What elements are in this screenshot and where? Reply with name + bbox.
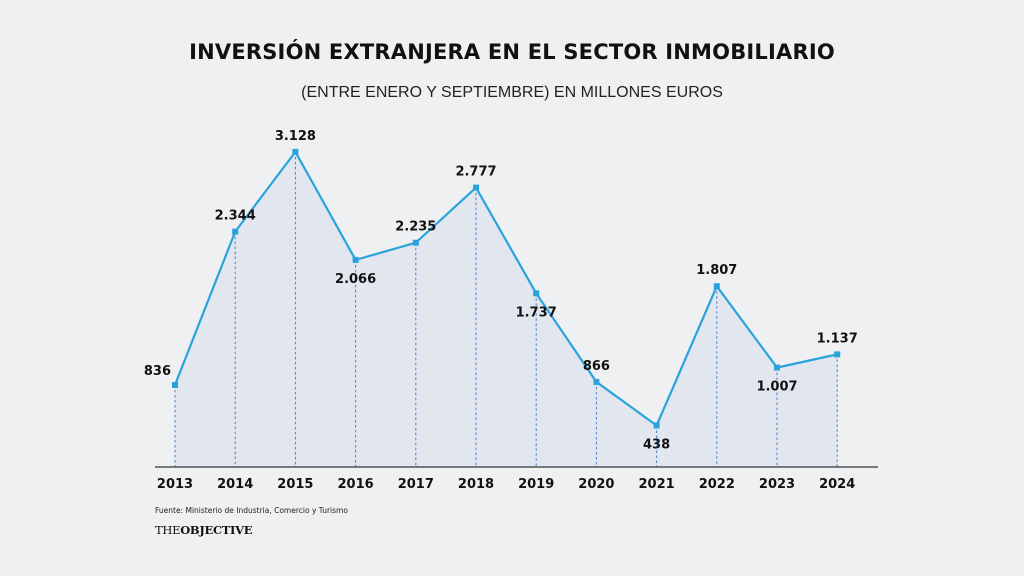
data-point-2017: [412, 239, 419, 246]
data-point-2024: [834, 351, 841, 358]
series-line: [173, 149, 838, 428]
x-tick-label-2016: 2016: [338, 477, 374, 492]
data-label-2017: 2.235: [395, 220, 436, 235]
x-tick-label-2024: 2024: [819, 477, 855, 492]
x-tick-label-2015: 2015: [277, 477, 313, 492]
source-note: Fuente: Ministerio de Industria, Comerci…: [155, 506, 348, 515]
data-label-2018: 2.777: [455, 165, 496, 180]
x-tick-label-2019: 2019: [518, 477, 554, 492]
x-tick-label-2022: 2022: [699, 477, 735, 492]
chart-subtitle: (ENTRE ENERO Y SEPTIEMBRE) EN MILLONES E…: [301, 84, 723, 101]
data-point-2019: [533, 290, 540, 297]
markers: [172, 148, 841, 429]
data-label-2014: 2.344: [215, 209, 256, 224]
data-point-2020: [593, 378, 600, 385]
brand-main: OBJECTIVE: [180, 523, 253, 537]
x-tick-label-2017: 2017: [398, 477, 434, 492]
x-tick-label-2014: 2014: [217, 477, 253, 492]
data-label-2020: 866: [583, 359, 610, 374]
data-point-2021: [653, 422, 660, 429]
data-point-2022: [713, 283, 720, 290]
x-tick-label-2020: 2020: [578, 477, 614, 492]
chart-title: INVERSIÓN EXTRANJERA EN EL SECTOR INMOBI…: [189, 40, 835, 64]
brand-logo: THEOBJECTIVE: [155, 523, 253, 537]
data-point-2013: [172, 381, 178, 388]
data-point-2014: [232, 228, 239, 235]
data-point-2023: [774, 364, 780, 371]
data-label-2021: 438: [643, 437, 670, 452]
brand-prefix: THE: [155, 523, 181, 537]
droplines: [174, 151, 838, 467]
data-label-2019: 1.737: [516, 305, 557, 320]
x-tick-label-2018: 2018: [458, 477, 494, 492]
data-label-2016: 2.066: [335, 272, 376, 287]
data-label-2024: 1.137: [817, 331, 858, 346]
data-point-2016: [352, 256, 359, 263]
x-tick-label-2013: 2013: [157, 477, 193, 492]
data-point-2015: [292, 148, 299, 155]
x-tick-label-2021: 2021: [639, 477, 675, 492]
area-fill: [175, 151, 838, 468]
data-labels: 836 2.344 3.128 2.066 2.235 2.777 1.737 866 438 1…: [144, 129, 858, 453]
data-label-2023: 1.007: [756, 380, 797, 395]
data-point-2018: [473, 184, 479, 191]
data-label-2015: 3.128: [275, 129, 316, 144]
x-tick-labels: 2013 2014 2015 2016 2017 2018 2019 2020 2021 2022…: [157, 477, 855, 492]
x-tick-label-2023: 2023: [759, 477, 795, 492]
data-label-2022: 1.807: [696, 263, 737, 278]
data-label-2013: 836: [144, 364, 171, 379]
